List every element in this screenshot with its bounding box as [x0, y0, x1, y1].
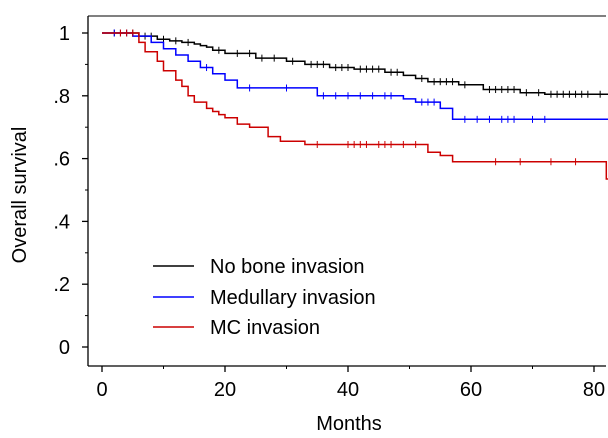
- axes-layer: 0 .2 .4 .6 .8 1 0 20 40 60 80: [53, 15, 606, 401]
- y-tick-label: .6: [53, 149, 70, 171]
- series-line-no-bone: [102, 32, 608, 95]
- x-tick-label: 0: [96, 379, 107, 401]
- series-line-medullary: [102, 32, 608, 121]
- y-tick-label: 0: [59, 337, 70, 359]
- x-tick-label: 80: [583, 379, 605, 401]
- y-tick-label: .2: [53, 274, 70, 296]
- legend-label-mc: MC invasion: [210, 317, 320, 339]
- y-axis-title: Overall survival: [9, 127, 31, 264]
- legend: No bone invasion Medullary invasion MC inv…: [153, 256, 376, 339]
- x-tick-label: 20: [214, 379, 236, 401]
- x-axis-title: Months: [316, 413, 382, 435]
- x-tick-label: 40: [337, 379, 359, 401]
- y-tick-label: .4: [53, 211, 70, 233]
- x-tick-label: 60: [460, 379, 482, 401]
- y-tick-label: 1: [59, 23, 70, 45]
- legend-label-no-bone: No bone invasion: [210, 256, 365, 278]
- series-line-mc: [102, 32, 608, 180]
- series-layer: [102, 29, 608, 180]
- y-tick-label: .8: [53, 86, 70, 108]
- legend-label-medullary: Medullary invasion: [210, 287, 376, 309]
